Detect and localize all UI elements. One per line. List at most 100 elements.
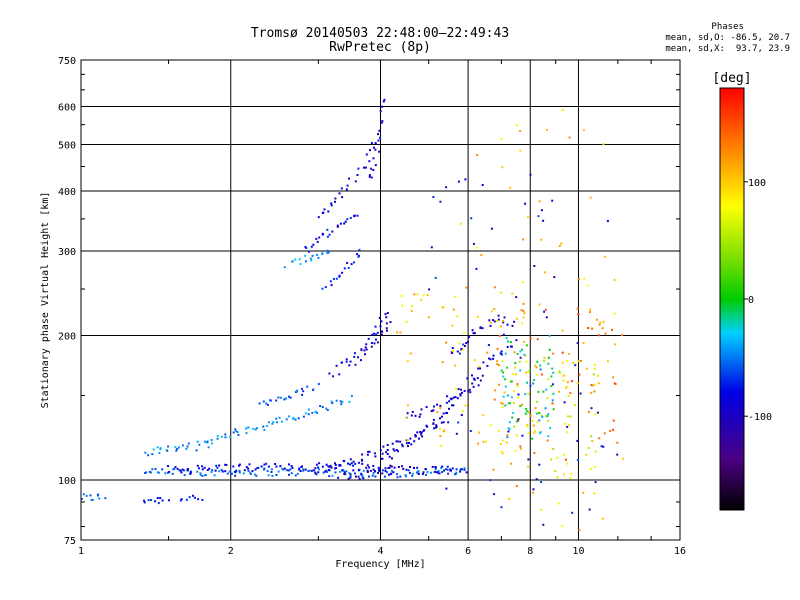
data-point bbox=[467, 341, 469, 343]
data-point bbox=[597, 382, 600, 385]
data-point bbox=[325, 463, 328, 466]
data-point bbox=[360, 473, 363, 476]
data-point bbox=[530, 414, 533, 417]
data-point bbox=[384, 467, 387, 470]
data-point bbox=[532, 382, 535, 385]
data-point bbox=[504, 385, 507, 388]
plot-frame bbox=[80, 59, 681, 541]
data-point bbox=[565, 386, 568, 389]
data-point bbox=[375, 338, 377, 341]
data-point bbox=[501, 452, 504, 455]
data-point bbox=[324, 286, 327, 289]
data-point bbox=[511, 416, 514, 419]
data-point bbox=[435, 425, 438, 428]
data-point bbox=[310, 469, 313, 472]
data-point bbox=[597, 334, 600, 337]
data-point bbox=[338, 464, 341, 467]
data-point bbox=[526, 381, 528, 384]
data-point bbox=[353, 214, 356, 217]
data-point bbox=[341, 196, 344, 199]
data-point bbox=[545, 388, 548, 391]
data-point bbox=[401, 445, 404, 448]
stats-line-o: mean, sd,O: -86.5, 20.7 bbox=[665, 33, 790, 43]
data-point bbox=[499, 401, 502, 404]
data-point bbox=[270, 468, 273, 471]
data-point bbox=[459, 393, 462, 396]
data-point bbox=[362, 469, 365, 472]
data-point bbox=[547, 420, 550, 422]
data-point bbox=[348, 177, 350, 180]
data-point bbox=[525, 344, 528, 347]
stats-heading: Phases bbox=[711, 22, 744, 32]
data-point bbox=[396, 473, 398, 476]
data-point bbox=[237, 434, 240, 436]
data-point bbox=[601, 517, 604, 520]
data-point bbox=[408, 471, 411, 474]
data-point bbox=[561, 351, 564, 354]
data-point bbox=[594, 413, 597, 416]
data-point bbox=[420, 408, 423, 411]
data-point bbox=[547, 378, 550, 381]
data-point bbox=[515, 373, 517, 376]
data-point bbox=[538, 412, 541, 414]
data-point bbox=[400, 294, 403, 297]
data-point bbox=[441, 465, 444, 468]
data-point bbox=[583, 277, 586, 280]
data-point bbox=[578, 373, 581, 376]
data-point bbox=[321, 287, 324, 290]
data-point bbox=[493, 493, 496, 496]
data-point bbox=[302, 468, 305, 471]
data-point bbox=[378, 129, 381, 132]
data-point bbox=[296, 389, 299, 392]
chart-subtitle: RwPretec (8p) bbox=[329, 40, 431, 55]
data-point bbox=[502, 321, 505, 324]
data-point bbox=[414, 414, 417, 417]
data-point bbox=[508, 402, 511, 405]
data-point bbox=[525, 360, 528, 363]
x-tick-label: 1 bbox=[78, 546, 84, 557]
data-point bbox=[375, 333, 378, 336]
data-point bbox=[350, 462, 353, 465]
data-point bbox=[232, 431, 235, 434]
data-point bbox=[179, 469, 182, 472]
data-point bbox=[304, 254, 307, 257]
data-point bbox=[367, 337, 370, 340]
data-point bbox=[266, 425, 269, 427]
data-point bbox=[460, 348, 463, 350]
data-point bbox=[546, 439, 549, 442]
data-point bbox=[407, 445, 409, 448]
data-point bbox=[352, 469, 355, 472]
data-point bbox=[527, 216, 529, 219]
data-point bbox=[368, 174, 371, 177]
data-point bbox=[376, 341, 379, 344]
data-point bbox=[548, 348, 551, 351]
data-point bbox=[366, 471, 369, 473]
data-point bbox=[526, 423, 529, 426]
data-point bbox=[385, 316, 388, 319]
y-tick-label: 200 bbox=[58, 332, 76, 343]
data-point bbox=[433, 471, 436, 473]
data-point bbox=[345, 188, 348, 191]
data-point bbox=[411, 410, 414, 413]
data-point bbox=[550, 458, 553, 461]
data-point bbox=[348, 471, 351, 474]
data-point bbox=[315, 237, 318, 240]
data-point bbox=[489, 321, 492, 324]
data-point bbox=[247, 426, 250, 429]
data-point bbox=[247, 467, 250, 470]
data-point bbox=[238, 464, 240, 467]
data-point bbox=[515, 485, 518, 488]
data-point bbox=[440, 445, 443, 447]
data-point bbox=[353, 355, 356, 358]
data-point bbox=[493, 308, 496, 310]
data-point bbox=[507, 430, 510, 433]
data-point bbox=[439, 427, 441, 430]
data-point bbox=[568, 424, 571, 426]
data-point bbox=[552, 408, 555, 411]
data-point bbox=[504, 404, 507, 407]
data-point bbox=[577, 313, 580, 316]
data-point bbox=[277, 470, 280, 473]
data-point bbox=[446, 468, 449, 471]
data-point bbox=[344, 220, 347, 223]
data-point bbox=[510, 380, 513, 383]
